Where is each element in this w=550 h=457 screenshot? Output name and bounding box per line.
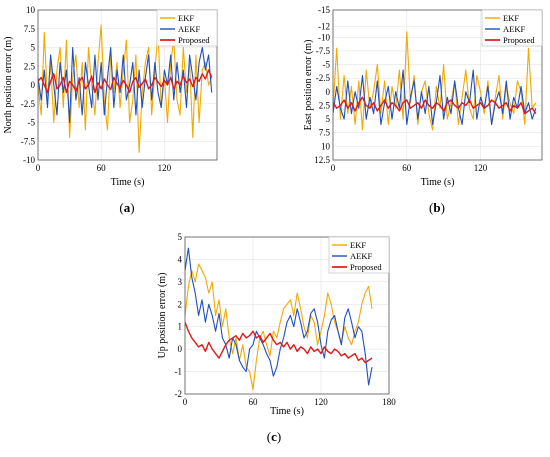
y-axis-label: East position error (m) [303, 40, 314, 131]
y-tick-label: -5 [323, 60, 331, 70]
legend-label-aekf: AEKF [350, 251, 372, 261]
x-tick-label: 120 [158, 163, 172, 173]
y-tick-label: 2.5 [24, 61, 36, 71]
legend-label-ekf: EKF [503, 13, 519, 23]
panel-caption: (a) [119, 200, 134, 215]
y-tick-label: 7.5 [24, 24, 36, 34]
x-tick-label: 120 [474, 163, 488, 173]
legend-label-proposed: Proposed [350, 262, 382, 272]
x-tick-label: 0 [36, 163, 41, 173]
series-line-aekf [333, 69, 537, 126]
axes-frame [37, 9, 218, 161]
legend-label-ekf: EKF [350, 240, 366, 250]
axes-frame [332, 9, 543, 161]
y-tick-label: -5 [28, 118, 36, 128]
x-tick-label: 60 [402, 163, 412, 173]
x-tick-label: 60 [249, 397, 259, 407]
legend-label-ekf: EKF [178, 13, 194, 23]
x-axis-label: Time (s) [111, 177, 145, 188]
y-tick-label: 5 [31, 43, 36, 53]
y-tick-label: 12.5 [314, 155, 330, 165]
y-tick-label: 5 [178, 232, 183, 242]
y-tick-label: -10 [23, 155, 35, 165]
y-tick-label: 3 [178, 277, 183, 287]
y-tick-label: 5 [326, 114, 331, 124]
x-tick-label: 60 [97, 163, 107, 173]
x-axis-label: Time (s) [270, 406, 304, 417]
y-tick-label: 4 [178, 254, 183, 264]
y-axis-label: North position error (m) [3, 37, 14, 134]
y-tick-label: -2.5 [21, 99, 36, 109]
y-tick-label: 1 [178, 322, 183, 332]
y-tick-label: -2.5 [316, 73, 331, 83]
series-line-proposed [333, 96, 537, 115]
series-line-ekf [38, 24, 213, 154]
y-tick-label: 10 [321, 141, 331, 151]
legend-label-aekf: AEKF [178, 24, 200, 34]
y-tick-label: 7.5 [319, 128, 331, 138]
y-tick-label: 10 [26, 5, 36, 15]
chart-1: 0 60 120 12.5 10 7.5 5 2.5 0 -2.5 -5 -7.5 -10-12 -15 T… [303, 5, 543, 215]
series-line-proposed [185, 321, 373, 364]
axes-frame [184, 236, 390, 395]
x-axis-label: Time (s) [421, 177, 455, 188]
panel-caption: (b) [429, 200, 445, 215]
x-tick-label: 120 [314, 397, 328, 407]
y-tick-label: 0 [178, 344, 183, 354]
y-tick-label: 2.5 [319, 100, 331, 110]
series-line-aekf [185, 247, 373, 386]
y-tick-label: 0 [326, 87, 331, 97]
panel-caption: (c) [267, 429, 281, 444]
x-tick-label: 0 [183, 397, 188, 407]
y-axis-label: Up position error (m) [157, 273, 168, 359]
legend-label-proposed: Proposed [178, 35, 210, 45]
y-tick-label: 0 [31, 80, 36, 90]
series-line-aekf [38, 46, 213, 124]
y-tick-label: -7.5 [21, 136, 36, 146]
y-tick-label: -1 [175, 367, 183, 377]
legend-label-aekf: AEKF [503, 24, 525, 34]
chart-2: 0 60 120 180 -2 -1 0 1 2 3 4 5 Time (s) Up position e… [157, 232, 396, 444]
y-tick-label: -15 [318, 5, 330, 15]
legend-label-proposed: Proposed [503, 35, 535, 45]
y-tick-label: 2 [178, 299, 183, 309]
chart-0: 0 60 120 -10 -7.5 -5 -2.5 0 2.5 5 7.5 10 Time (s) Nor… [3, 5, 218, 215]
y-tick-label: -2 [175, 389, 183, 399]
y-tick-label: -7.5 [316, 46, 331, 56]
x-tick-label: 0 [331, 163, 336, 173]
y-tick-label: -10 [318, 32, 330, 42]
series-line-proposed [38, 69, 213, 94]
x-tick-label: 180 [382, 397, 396, 407]
y-tick-label: -12 [318, 21, 330, 31]
